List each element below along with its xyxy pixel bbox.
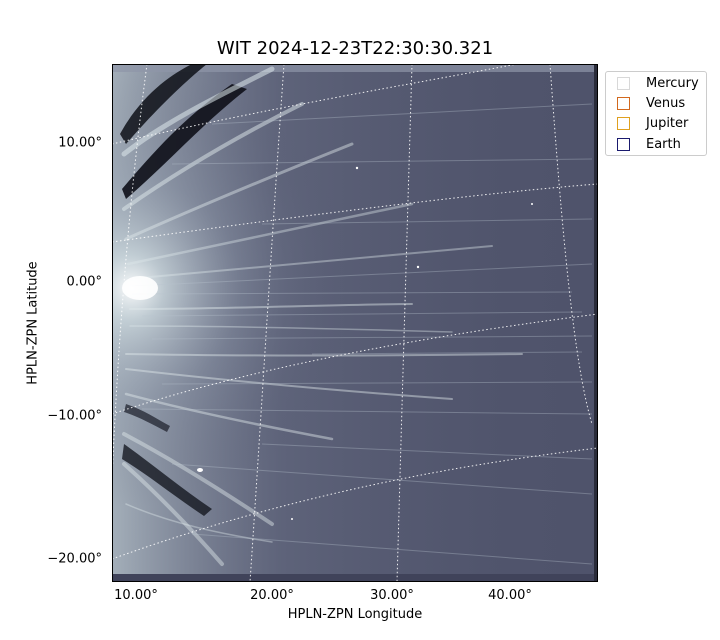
legend-swatch bbox=[617, 96, 630, 110]
plot-frame bbox=[112, 64, 598, 582]
legend-item-jupiter: Jupiter bbox=[617, 114, 688, 132]
legend-swatch bbox=[617, 137, 630, 151]
legend-swatch bbox=[617, 76, 630, 90]
dark-streamer-bands bbox=[120, 64, 247, 516]
plot-title: WIT 2024-12-23T22:30:30.321 bbox=[216, 38, 494, 59]
legend: Mercury Venus Jupiter Earth bbox=[605, 71, 707, 156]
legend-label: Earth bbox=[646, 136, 681, 152]
faint-streaks bbox=[131, 103, 593, 565]
coordinate-grid bbox=[111, 63, 599, 583]
legend-label: Venus bbox=[646, 95, 686, 111]
y-axis-label: HPLN-ZPN Latitude bbox=[25, 261, 41, 385]
y-tick-label: −20.00° bbox=[47, 551, 102, 567]
bright-streamers bbox=[121, 66, 523, 566]
coronagraph-svg bbox=[111, 63, 605, 583]
bright-spots bbox=[122, 166, 533, 520]
legend-label: Jupiter bbox=[646, 115, 689, 131]
legend-label: Mercury bbox=[646, 75, 699, 91]
coronagraph-image bbox=[111, 63, 605, 583]
x-tick-label: 30.00° bbox=[370, 588, 414, 603]
y-tick-label: 0.00° bbox=[66, 274, 102, 290]
legend-item-mercury: Mercury bbox=[617, 74, 699, 92]
y-tick-label: −10.00° bbox=[47, 408, 102, 424]
legend-swatch bbox=[617, 116, 630, 130]
legend-item-venus: Venus bbox=[617, 94, 685, 112]
x-tick-label: 20.00° bbox=[250, 588, 294, 603]
x-tick-label: 40.00° bbox=[488, 588, 532, 603]
y-tick-label: 10.00° bbox=[58, 135, 102, 151]
x-axis-label: HPLN-ZPN Longitude bbox=[287, 607, 423, 622]
x-tick-label: 10.00° bbox=[114, 588, 158, 603]
legend-item-earth: Earth bbox=[617, 135, 681, 153]
